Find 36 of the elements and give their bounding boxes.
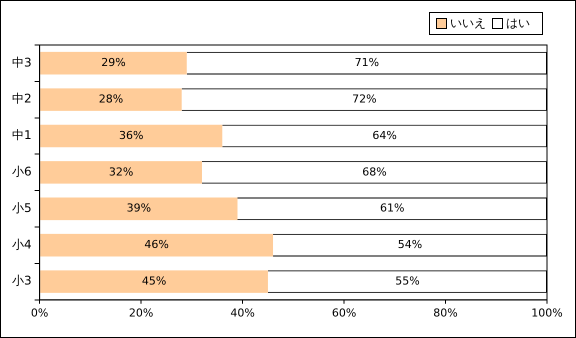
y-tick-label: 中3 — [12, 55, 32, 70]
text: 36% — [118, 128, 144, 142]
x-tick-label: 60% — [332, 306, 356, 320]
text: 55% — [395, 274, 420, 288]
text: 32% — [108, 165, 134, 178]
text: 29% — [101, 56, 126, 70]
text: 46% — [144, 238, 169, 252]
legend-label: いいえ — [450, 15, 486, 32]
x-tick-label: 0% — [30, 306, 48, 320]
x-tick-label: 100% — [531, 306, 563, 320]
text: 61% — [380, 202, 404, 215]
text: 71% — [354, 56, 380, 70]
bar — [40, 270, 268, 293]
text: 39% — [126, 202, 152, 215]
text: 45% — [142, 274, 166, 288]
y-tick-label: 中1 — [12, 128, 32, 142]
bar — [40, 124, 222, 148]
bar — [40, 52, 187, 74]
y-tick-label: 小3 — [12, 274, 32, 288]
text: 68% — [362, 165, 387, 178]
y-tick-label: 中2 — [12, 92, 32, 106]
x-tick-label: 20% — [128, 306, 154, 320]
text: 28% — [98, 92, 124, 106]
text: 54% — [398, 238, 422, 252]
x-tick-label: 80% — [433, 306, 458, 320]
y-tick-label: 小5 — [12, 200, 32, 215]
text: 72% — [352, 92, 377, 106]
y-tick-label: 小4 — [12, 237, 32, 252]
bar — [40, 198, 238, 220]
bar — [40, 161, 202, 184]
y-tick-label: 小6 — [12, 164, 32, 179]
x-tick-label: 40% — [230, 306, 255, 320]
text: 64% — [372, 128, 397, 142]
bar — [40, 234, 274, 256]
series-label: はい — [506, 15, 530, 32]
bar — [40, 88, 182, 111]
